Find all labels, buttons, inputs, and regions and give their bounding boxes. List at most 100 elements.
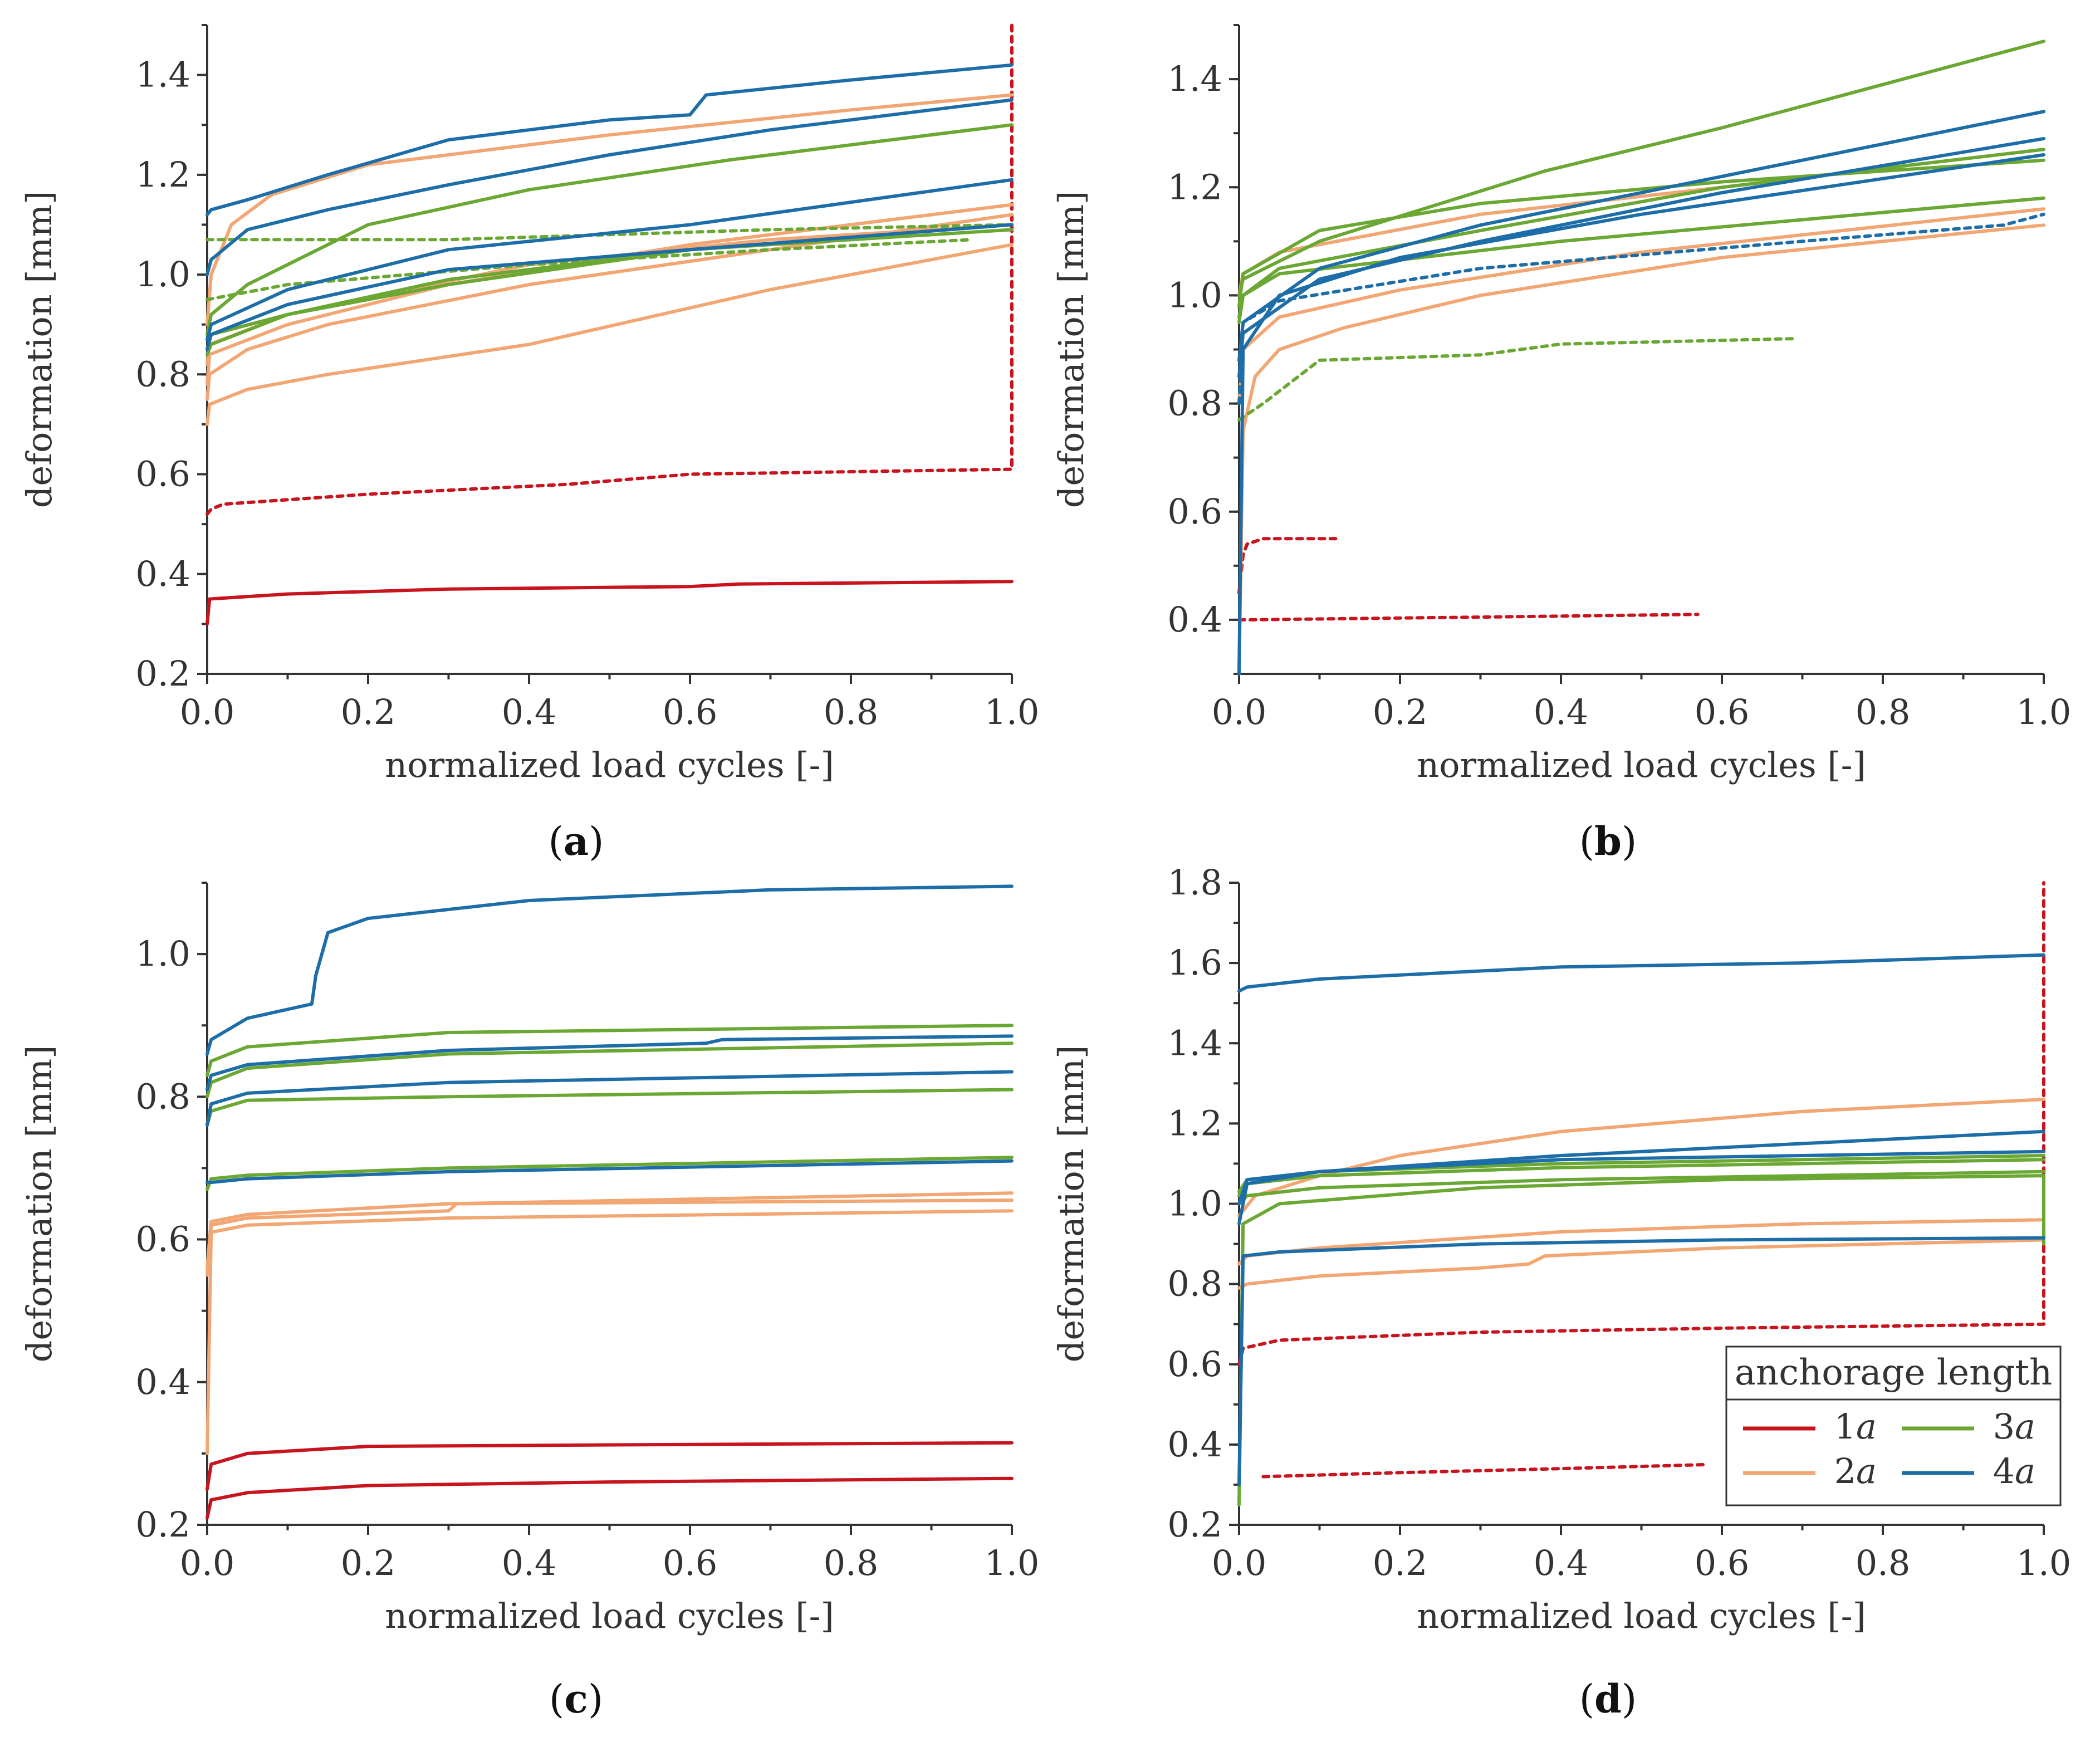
y-tick-label: 1.2 (135, 154, 190, 195)
y-axis-label: deformation [mm] (1051, 1045, 1091, 1363)
series-line-1a (205, 1476, 1014, 1520)
y-tick-label: 1.0 (1167, 1183, 1222, 1224)
y-tick-label: 0.8 (1167, 1264, 1222, 1304)
y-tick-label: 1.0 (135, 254, 190, 295)
y-tick-label: 0.8 (135, 354, 190, 394)
panel-caption: (d) (1579, 1676, 1637, 1722)
y-tick-label: 0.4 (135, 1362, 190, 1402)
y-tick-label: 0.6 (1167, 491, 1222, 532)
series-line-4a (1237, 1129, 2045, 1206)
series-line-3a (205, 123, 1014, 336)
panel-d: 0.0 0.2 0.4 0.6 0.8 1.00.20.40.60.81.01.21.41… (1051, 862, 2071, 1722)
legend-label-4a: 4a (1993, 1451, 2035, 1491)
legend-label-3a: 3a (1993, 1406, 2035, 1447)
y-tick-label: 1.2 (1167, 1103, 1222, 1143)
series-line-4a (1237, 153, 2045, 676)
series-line-1a (1261, 1462, 1708, 1479)
x-tick-label: 1.0 (985, 1543, 1040, 1583)
x-tick-label: 0.6 (1695, 1543, 1750, 1583)
series-line-3a (205, 238, 973, 301)
panel-caption-letter: d (1594, 1676, 1622, 1722)
series-line-4a (1237, 1236, 2045, 1486)
x-tick-label: 0.4 (1534, 1543, 1589, 1583)
y-tick-label: 0.2 (135, 653, 190, 694)
panel-b: 0.0 0.2 0.4 0.6 0.8 1.0 0.4 0.6 0.8 1.0 1.2 1.4 norm… (1051, 24, 2072, 864)
x-axis-label: normalized load cycles [-] (1417, 745, 1866, 785)
x-tick-label: 0.2 (1373, 1543, 1428, 1583)
series-line-3a (205, 1024, 1014, 1077)
y-tick-label: 0.2 (1167, 1504, 1222, 1545)
x-tick-label: 0.8 (1856, 1543, 1911, 1583)
x-tick-label: 0.0 (180, 1543, 235, 1583)
series-line-4a (205, 223, 1014, 351)
panel-caption: (b) (1579, 818, 1637, 864)
series-line-4a (1237, 212, 2045, 405)
series-line-2a (205, 93, 1014, 326)
x-tick-label: 0.4 (502, 692, 557, 732)
legend-box (1725, 1345, 2062, 1506)
x-tick-label: 0.2 (1373, 692, 1428, 732)
series-line-2a (1237, 223, 2045, 676)
panel-caption-letter: a (564, 818, 589, 864)
series-line-3a (1237, 158, 2045, 308)
series-line-3a (205, 1088, 1014, 1127)
series-line-2a (205, 1209, 1014, 1455)
legend-label-2a: 2a (1834, 1451, 1877, 1491)
y-tick-label: 1.0 (1167, 275, 1222, 315)
x-tick-label: 1.0 (985, 692, 1040, 732)
x-tick-label: 0.6 (663, 1543, 718, 1583)
series-line-4a (1237, 953, 2045, 993)
x-tick-label: 0.2 (341, 1543, 396, 1583)
x-tick-label: 0.2 (341, 692, 396, 732)
series-line-1a (1237, 537, 1338, 595)
x-tick-label: 0.4 (502, 1543, 557, 1583)
series-line-1a (205, 1441, 1014, 1491)
y-axis-label: deformation [mm] (19, 191, 60, 508)
series-line-1a (205, 23, 1014, 516)
y-tick-label: 1.4 (1167, 1022, 1222, 1063)
y-tick-label: 1.8 (1167, 862, 1222, 903)
y-tick-label: 0.2 (135, 1504, 190, 1545)
y-tick-label: 1.2 (1167, 167, 1222, 207)
x-tick-label: 0.8 (1856, 692, 1911, 732)
series-line-1a (1237, 613, 1700, 622)
y-tick-label: 1.4 (1167, 58, 1222, 99)
x-axis-label: normalized load cycles [-] (1417, 1596, 1866, 1636)
y-tick-label: 0.6 (135, 454, 190, 495)
series-line-3a (205, 1041, 1014, 1099)
panel-caption-letter: c (564, 1676, 588, 1722)
series-line-3a (205, 228, 1014, 351)
series-line-4a (205, 1070, 1014, 1127)
series-line-3a (1237, 196, 2045, 319)
series-line-4a (205, 63, 1014, 217)
series-line-3a (1237, 337, 1796, 422)
panel-caption: (c) (549, 1676, 603, 1722)
y-axis-label: deformation [mm] (19, 1045, 60, 1363)
series-line-1a (205, 580, 1014, 626)
x-tick-label: 0.6 (663, 692, 718, 732)
x-axis-label: normalized load cycles [-] (385, 745, 834, 785)
series-line-2a (1237, 1238, 2045, 1290)
y-tick-label: 0.6 (1167, 1344, 1222, 1384)
series-line-4a (1237, 110, 2045, 362)
x-tick-label: 1.0 (2016, 1543, 2072, 1583)
series-line-2a (205, 1191, 1014, 1270)
y-tick-label: 1.0 (135, 933, 190, 974)
x-tick-label: 0.4 (1534, 692, 1589, 732)
y-tick-label: 0.8 (135, 1076, 190, 1117)
panel-caption-letter: b (1594, 818, 1622, 864)
y-tick-label: 0.8 (1167, 383, 1222, 424)
x-tick-label: 1.0 (2016, 692, 2072, 732)
series-line-3a (1237, 1174, 2045, 1506)
x-tick-label: 0.8 (824, 692, 879, 732)
y-tick-label: 0.4 (135, 554, 190, 594)
series-line-4a (205, 1034, 1014, 1092)
y-tick-label: 1.4 (135, 55, 190, 95)
x-tick-label: 0.6 (1695, 692, 1750, 732)
x-axis-label: normalized load cycles [-] (385, 1596, 834, 1636)
panel-a: 0.0 0.2 0.4 0.6 0.8 1.00.20.40.60.81.01.21.4n… (19, 23, 1040, 864)
series-line-4a (205, 98, 1014, 277)
y-tick-label: 0.4 (1167, 599, 1222, 640)
